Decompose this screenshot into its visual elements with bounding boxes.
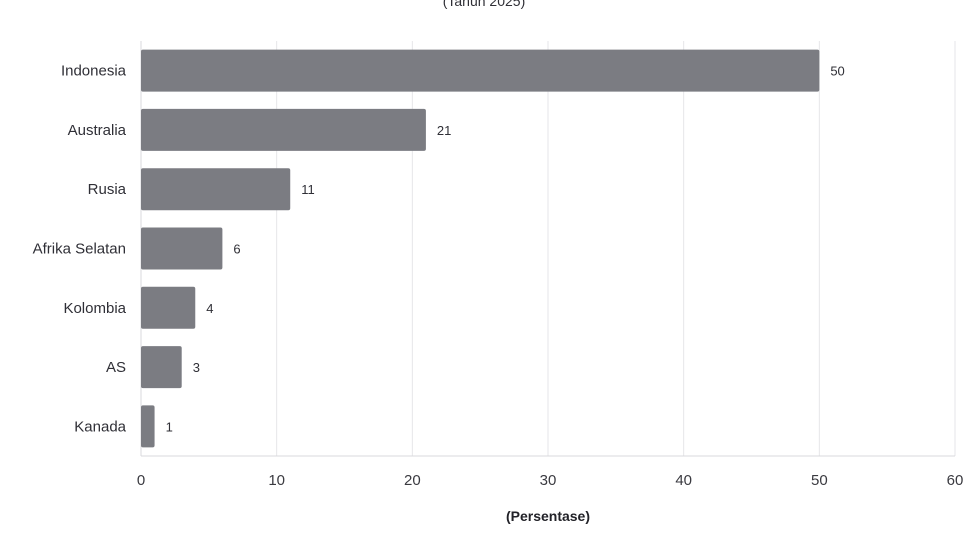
x-tick-label: 60 bbox=[947, 472, 964, 489]
x-tick-label: 20 bbox=[404, 472, 421, 489]
bar-rusia bbox=[141, 168, 291, 211]
x-tick-label: 0 bbox=[137, 472, 145, 489]
x-tick-label: 30 bbox=[540, 472, 557, 489]
category-label: AS bbox=[106, 359, 126, 376]
data-label: 6 bbox=[233, 242, 240, 257]
category-label: Afrika Selatan bbox=[33, 241, 126, 258]
category-label: Australia bbox=[68, 122, 127, 139]
chart-subtitle: (Tahun 2025) bbox=[442, 0, 526, 9]
bar-indonesia bbox=[141, 49, 820, 92]
bar-afrika-selatan bbox=[141, 227, 223, 270]
bar-as bbox=[141, 346, 182, 389]
data-label: 11 bbox=[301, 182, 315, 197]
bar-kolombia bbox=[141, 286, 196, 329]
category-label: Indonesia bbox=[61, 63, 127, 80]
data-label: 50 bbox=[830, 64, 844, 79]
data-label: 1 bbox=[166, 419, 173, 434]
x-tick-label: 40 bbox=[675, 472, 692, 489]
data-label: 21 bbox=[437, 123, 451, 138]
data-label: 4 bbox=[206, 301, 213, 316]
category-label: Kanada bbox=[74, 418, 126, 435]
bar-kanada bbox=[141, 405, 155, 448]
x-tick-label: 10 bbox=[268, 472, 285, 489]
category-label: Rusia bbox=[88, 181, 127, 198]
bar-australia bbox=[141, 108, 426, 151]
x-axis-label: (Persentase) bbox=[505, 508, 591, 524]
category-label: Kolombia bbox=[63, 300, 126, 317]
data-label: 3 bbox=[193, 360, 200, 375]
x-tick-label: 50 bbox=[811, 472, 828, 489]
